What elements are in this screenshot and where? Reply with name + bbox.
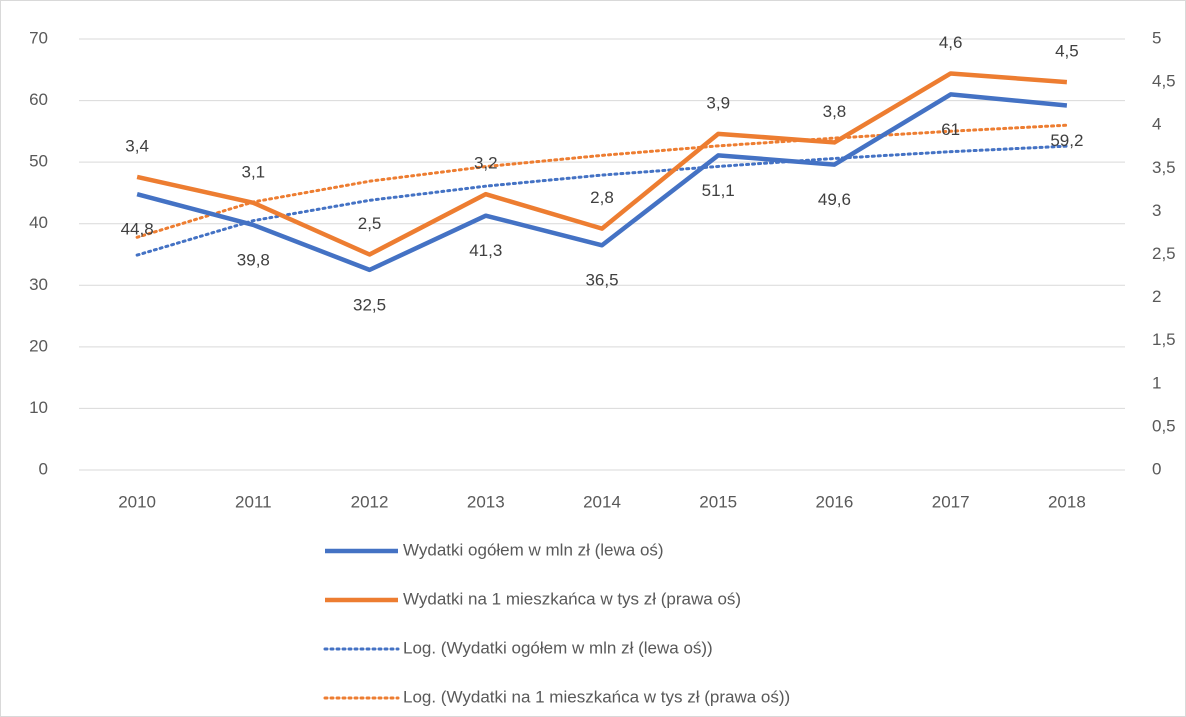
y-tick-label: 60 <box>29 90 48 109</box>
data-label: 3,9 <box>706 93 730 112</box>
series-line <box>136 92 1068 273</box>
data-label: 44,8 <box>121 220 154 239</box>
y2-tick-label: 4,5 <box>1152 72 1176 91</box>
y-tick-label: 50 <box>29 152 48 171</box>
data-label: 2,5 <box>358 214 382 233</box>
x-tick-label: 2012 <box>351 492 389 511</box>
data-label: 32,5 <box>353 295 386 314</box>
x-tick-label: 2013 <box>467 492 505 511</box>
y2-tick-label: 5 <box>1152 28 1161 47</box>
data-label: 3,8 <box>823 102 847 121</box>
x-tick-label: 2015 <box>699 492 737 511</box>
data-label: 4,6 <box>939 33 963 52</box>
legend-label: Wydatki na 1 mieszkańca w tys zł (prawa … <box>403 589 741 608</box>
y-tick-label: 20 <box>29 336 48 355</box>
data-label: 59,2 <box>1050 131 1083 150</box>
data-label: 4,5 <box>1055 42 1079 61</box>
x-tick-label: 2010 <box>118 492 156 511</box>
legend-label: Log. (Wydatki ogółem w mln zł (lewa oś)) <box>403 638 713 657</box>
data-label: 3,1 <box>242 162 266 181</box>
y-tick-label: 40 <box>29 213 48 232</box>
y-tick-label: 10 <box>29 398 48 417</box>
legend-label: Log. (Wydatki na 1 mieszkańca w tys zł (… <box>403 687 790 706</box>
y2-tick-label: 1 <box>1152 373 1161 392</box>
y2-tick-label: 4 <box>1152 115 1161 134</box>
data-label: 36,5 <box>585 271 618 290</box>
trend-line <box>135 123 1069 239</box>
trend-line <box>135 144 1069 257</box>
series-line <box>136 71 1068 257</box>
y2-tick-label: 1,5 <box>1152 330 1176 349</box>
x-tick-label: 2017 <box>932 492 970 511</box>
x-tick-label: 2014 <box>583 492 621 511</box>
y2-tick-label: 2 <box>1152 287 1161 306</box>
data-label: 2,8 <box>590 188 614 207</box>
y2-tick-label: 3 <box>1152 201 1161 220</box>
data-label: 41,3 <box>469 241 502 260</box>
y2-tick-label: 0,5 <box>1152 416 1176 435</box>
x-tick-label: 2018 <box>1048 492 1086 511</box>
y2-tick-label: 0 <box>1152 459 1161 478</box>
data-label: 39,8 <box>237 250 270 269</box>
x-tick-label: 2016 <box>816 492 854 511</box>
data-label: 3,4 <box>125 136 149 155</box>
data-label: 61 <box>941 120 960 139</box>
y-tick-label: 30 <box>29 275 48 294</box>
data-label: 49,6 <box>818 190 851 209</box>
y-tick-label: 70 <box>29 28 48 47</box>
y2-tick-label: 2,5 <box>1152 244 1176 263</box>
data-label: 51,1 <box>702 181 735 200</box>
data-label: 3,2 <box>474 154 498 173</box>
x-tick-label: 2011 <box>235 492 272 511</box>
legend-label: Wydatki ogółem w mln zł (lewa oś) <box>403 540 664 559</box>
y-tick-label: 0 <box>39 459 48 478</box>
y2-tick-label: 3,5 <box>1152 158 1176 177</box>
